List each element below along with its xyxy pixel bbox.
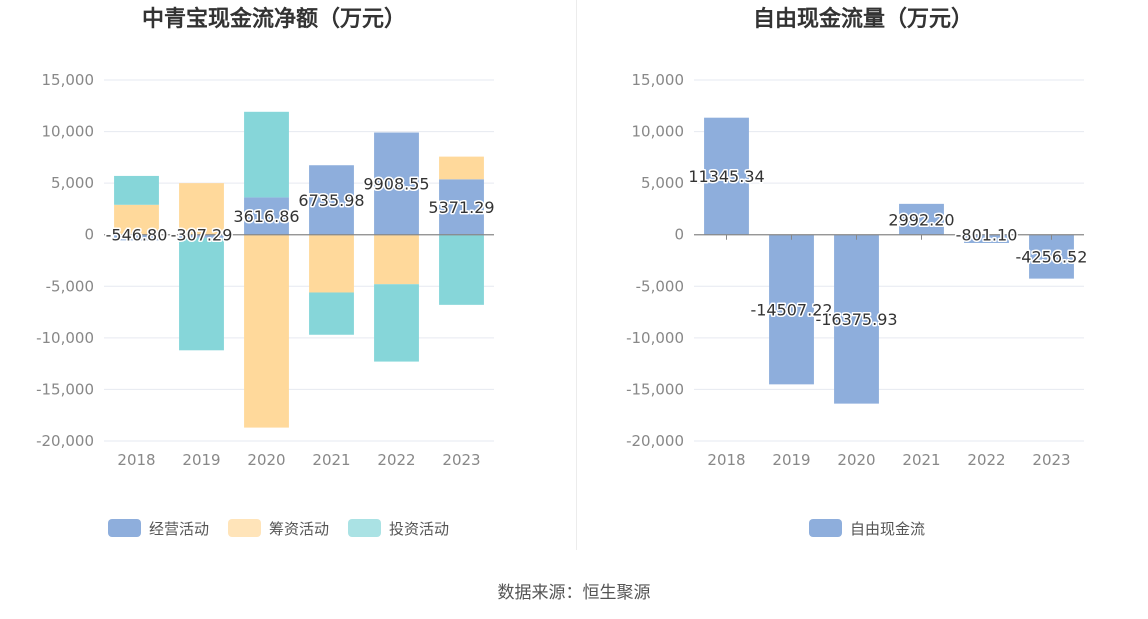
chart-divider bbox=[576, 0, 577, 550]
data-label: 3616.86 bbox=[233, 207, 299, 226]
legend-swatch bbox=[809, 519, 842, 537]
bar-operating bbox=[114, 234, 159, 241]
legend-item: 经营活动 bbox=[108, 519, 209, 538]
x-tick-label: 2019 bbox=[772, 451, 810, 469]
y-tick-label: -20,000 bbox=[36, 432, 94, 450]
x-tick-label: 2023 bbox=[1032, 451, 1070, 469]
bar-financing bbox=[309, 234, 354, 293]
legend-item: 筹资活动 bbox=[228, 519, 329, 538]
chart-title: 中青宝现金流净额（万元） bbox=[142, 6, 406, 32]
bar-investing bbox=[374, 284, 419, 362]
data-source-note: 数据来源：恒生聚源 bbox=[497, 583, 651, 603]
bar-investing bbox=[244, 111, 289, 198]
x-tick-label: 2021 bbox=[312, 451, 350, 469]
data-label: -307.29 bbox=[171, 226, 233, 245]
y-tick-label: 15,000 bbox=[632, 71, 685, 89]
y-tick-label: -20,000 bbox=[626, 432, 684, 450]
y-tick-label: 5,000 bbox=[51, 174, 94, 192]
bar-financing bbox=[179, 183, 224, 235]
bar-investing bbox=[439, 234, 484, 305]
x-tick-label: 2022 bbox=[967, 451, 1005, 469]
data-label: 11345.34 bbox=[688, 167, 764, 186]
legend-label: 经营活动 bbox=[149, 520, 209, 538]
x-tick-label: 2022 bbox=[377, 451, 415, 469]
legend-swatch bbox=[108, 519, 141, 537]
y-tick-label: 10,000 bbox=[42, 123, 95, 141]
bar-operating bbox=[374, 132, 419, 235]
y-tick-label: -5,000 bbox=[46, 277, 94, 295]
chart-title: 自由现金流量（万元） bbox=[753, 6, 973, 32]
y-tick-label: -10,000 bbox=[36, 329, 94, 347]
y-tick-label: -5,000 bbox=[636, 277, 684, 295]
x-tick-label: 2023 bbox=[442, 451, 480, 469]
bar-fcf bbox=[899, 203, 944, 235]
y-tick-label: -15,000 bbox=[36, 380, 94, 398]
bar-investing bbox=[114, 175, 159, 205]
charts-canvas: 中青宝现金流净额（万元） 15,000 10,000 5,000 0 -5,000 -10,… bbox=[36, 6, 1089, 538]
x-tick-label: 2018 bbox=[707, 451, 745, 469]
legend-label: 投资活动 bbox=[389, 520, 449, 538]
bar-fcf bbox=[704, 117, 749, 235]
x-tick-label: 2020 bbox=[837, 451, 875, 469]
data-label: 6735.98 bbox=[298, 191, 364, 210]
bar-investing bbox=[179, 237, 224, 351]
y-tick-label: -10,000 bbox=[626, 329, 684, 347]
bar-operating bbox=[244, 197, 289, 235]
data-label: -546.80 bbox=[106, 226, 168, 245]
bar-fcf bbox=[834, 234, 879, 404]
bar-financing bbox=[374, 234, 419, 285]
bar-financing bbox=[439, 156, 484, 180]
data-label: -14507.22 bbox=[750, 301, 832, 320]
bar-operating bbox=[439, 179, 484, 235]
legend-label: 自由现金流 bbox=[850, 520, 925, 538]
y-tick-label: 5,000 bbox=[641, 174, 684, 192]
y-tick-label: -15,000 bbox=[626, 380, 684, 398]
legend-label: 筹资活动 bbox=[269, 520, 329, 538]
bar-financing bbox=[244, 234, 289, 428]
legend-swatch bbox=[348, 519, 381, 537]
legend-item: 投资活动 bbox=[348, 519, 449, 538]
data-label: 5371.29 bbox=[428, 198, 494, 217]
data-label: 9908.55 bbox=[363, 175, 429, 194]
legend-item: 自由现金流 bbox=[809, 519, 925, 538]
data-label: 2992.20 bbox=[888, 210, 954, 229]
y-tick-label: 15,000 bbox=[42, 71, 95, 89]
bar-fcf bbox=[769, 234, 814, 385]
x-tick-label: 2019 bbox=[182, 451, 220, 469]
data-label: -4256.52 bbox=[1016, 248, 1088, 267]
chart-2: 自由现金流量（万元） 15,000 10,000 5,000 0 -5,000 -10,00… bbox=[626, 6, 1089, 538]
bar-operating bbox=[179, 234, 224, 238]
y-tick-label: 0 bbox=[674, 226, 684, 244]
bar-investing bbox=[309, 292, 354, 335]
x-tick-label: 2018 bbox=[117, 451, 155, 469]
x-tick-label: 2021 bbox=[902, 451, 940, 469]
y-tick-label: 0 bbox=[84, 226, 94, 244]
y-tick-label: 10,000 bbox=[632, 123, 685, 141]
data-label: -16375.93 bbox=[815, 310, 897, 329]
chart-1: 中青宝现金流净额（万元） 15,000 10,000 5,000 0 -5,000 -10,… bbox=[36, 6, 496, 538]
x-tick-label: 2020 bbox=[247, 451, 285, 469]
bar-fcf bbox=[1029, 234, 1074, 279]
bar-operating bbox=[309, 165, 354, 235]
legend-swatch bbox=[228, 519, 261, 537]
bar-financing bbox=[114, 204, 159, 235]
data-label: -801.10 bbox=[956, 226, 1018, 245]
